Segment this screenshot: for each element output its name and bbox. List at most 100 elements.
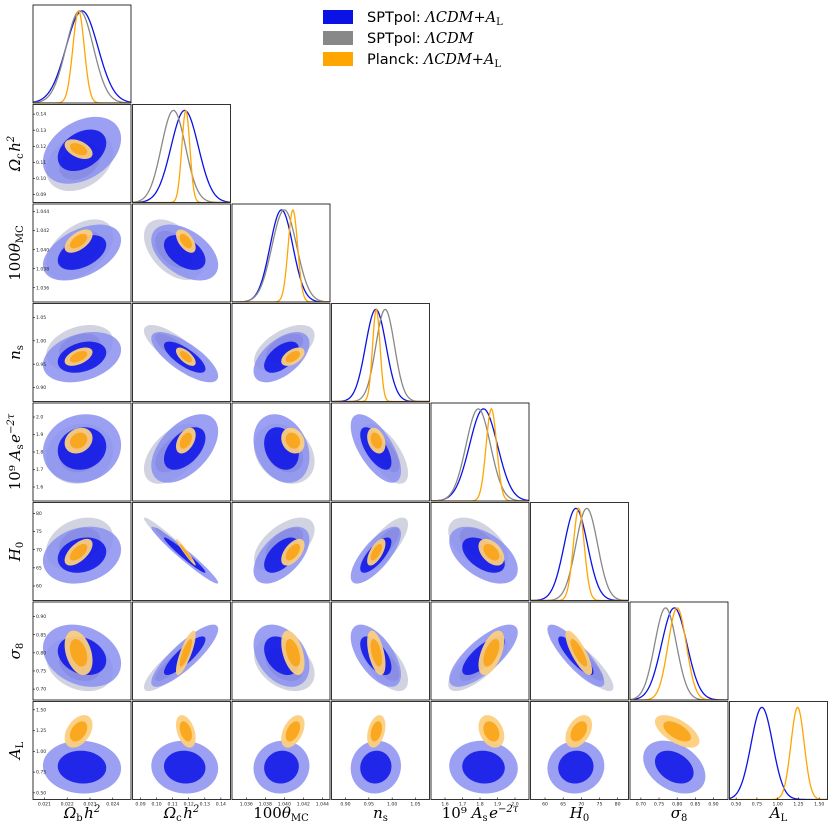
axis-label-s8: σ8 bbox=[6, 643, 26, 660]
xtick-label: 1.042 bbox=[297, 802, 310, 808]
panel-frame bbox=[132, 502, 231, 601]
panel-frame bbox=[629, 701, 729, 800]
xtick-label: 0.50 bbox=[731, 802, 741, 808]
panel-omb-ns: 0.90 0.95 1.00 1.05 bbox=[32, 303, 132, 402]
ytick-label: 0.75 bbox=[36, 770, 46, 776]
contour-1sigma-orange-theta-ns bbox=[285, 351, 301, 363]
pdf-orange-as bbox=[431, 407, 529, 501]
contour-1sigma-blue-as-al bbox=[462, 750, 505, 784]
xtick-label: 0.90 bbox=[340, 802, 350, 808]
panel-omc-omc bbox=[132, 104, 231, 203]
xtick-label: 60 bbox=[542, 802, 548, 808]
ytick-label: 1.50 bbox=[36, 707, 46, 713]
ytick-label: 1.7 bbox=[36, 467, 43, 473]
panel-h0-s8 bbox=[530, 601, 629, 701]
panel-frame bbox=[430, 502, 530, 601]
pdf-blue-s8 bbox=[630, 607, 728, 700]
contour-1sigma-orange-omc-as bbox=[179, 432, 192, 449]
xtick-label: 0.90 bbox=[708, 802, 718, 808]
axis-label-h0: H0 bbox=[569, 804, 589, 824]
panel-omc-ns bbox=[132, 303, 231, 402]
xtick-label: 0.85 bbox=[690, 802, 700, 808]
panel-as-al: 1.6 1.7 1.8 1.9 2.0 bbox=[430, 701, 530, 808]
ytick-label: 1.040 bbox=[36, 247, 49, 253]
contour-1sigma-orange-s8-al bbox=[663, 721, 691, 742]
panel-frame bbox=[331, 701, 430, 800]
panel-frame bbox=[530, 502, 629, 601]
panel-frame bbox=[32, 701, 132, 800]
xtick-label: 0.022 bbox=[61, 802, 74, 808]
panel-frame bbox=[231, 502, 331, 601]
axis-label-omc: Ωc h2 bbox=[163, 804, 200, 824]
xtick-label: 1.038 bbox=[259, 802, 272, 808]
panel-frame bbox=[32, 303, 132, 402]
pdf-orange-omb bbox=[33, 9, 131, 103]
panel-omb-s8: 0.70 0.75 0.80 0.85 0.90 bbox=[32, 601, 132, 701]
panel-frame bbox=[629, 601, 729, 701]
panel-frame bbox=[32, 203, 132, 303]
pdf-gray-h0 bbox=[530, 507, 629, 601]
pdf-orange-theta bbox=[232, 209, 330, 302]
ytick-label: 0.12 bbox=[36, 144, 46, 150]
xtick-label: 0.80 bbox=[672, 802, 682, 808]
contour-1sigma-orange-as-h0 bbox=[483, 543, 500, 561]
axis-label-ns: ns bbox=[373, 804, 388, 824]
axis-label-theta: 100θMC bbox=[6, 225, 26, 281]
ytick-label: 1.00 bbox=[36, 338, 46, 344]
panel-s8-al: 0.70 0.75 0.80 0.85 0.90 bbox=[629, 701, 729, 808]
panel-omc-h0 bbox=[132, 502, 231, 601]
panel-frame bbox=[430, 402, 530, 502]
xtick-label: 1.040 bbox=[278, 802, 291, 808]
panel-frame bbox=[132, 104, 231, 203]
axis-label-omc: Ωc h2 bbox=[6, 136, 26, 173]
panel-theta-ns bbox=[231, 303, 331, 402]
ytick-label: 1.042 bbox=[36, 228, 49, 234]
contour-1sigma-orange-theta-h0 bbox=[285, 543, 301, 561]
xtick-label: 1.50 bbox=[814, 802, 824, 808]
panel-theta-al: 1.036 1.038 1.040 1.042 1.044 bbox=[231, 701, 331, 808]
xtick-label: 2.0 bbox=[511, 802, 518, 808]
contour-1sigma-orange-omb-theta bbox=[69, 233, 88, 249]
ytick-label: 1.6 bbox=[36, 485, 43, 491]
pdf-gray-omb bbox=[33, 10, 131, 103]
xtick-label: 1.036 bbox=[240, 802, 253, 808]
panel-ns-s8 bbox=[331, 601, 430, 701]
panel-omc-s8 bbox=[132, 601, 231, 701]
panel-frame bbox=[530, 701, 629, 800]
panel-frame bbox=[132, 601, 231, 701]
xtick-label: 0.75 bbox=[654, 802, 664, 808]
contour-1sigma-orange-omc-s8 bbox=[179, 639, 192, 667]
ytick-label: 1.8 bbox=[36, 450, 43, 456]
panel-omb-as: 1.6 1.7 1.8 1.9 2.0 bbox=[32, 402, 132, 502]
xtick-label: 0.75 bbox=[752, 802, 762, 808]
panel-h0-h0 bbox=[530, 502, 629, 601]
pdf-gray-theta bbox=[232, 209, 330, 302]
axis-label-omb: Ωb h2 bbox=[63, 804, 100, 824]
ytick-label: 0.13 bbox=[36, 128, 46, 134]
ytick-label: 2.0 bbox=[36, 415, 43, 421]
ytick-label: 0.85 bbox=[36, 632, 46, 638]
legend-entry: SPTpol: ΛCDM bbox=[367, 31, 475, 47]
panel-frame bbox=[231, 701, 331, 800]
panel-frame bbox=[729, 701, 828, 800]
contour-1sigma-orange-ns-h0 bbox=[370, 543, 382, 561]
pdf-blue-theta bbox=[232, 209, 330, 302]
xtick-label: 0.13 bbox=[200, 802, 210, 808]
ytick-label: 75 bbox=[36, 529, 42, 535]
ytick-label: 1.05 bbox=[36, 315, 46, 321]
panel-theta-as bbox=[231, 402, 331, 502]
contour-1sigma-orange-ns-as bbox=[370, 432, 382, 449]
contour-1sigma-blue-omc-theta bbox=[163, 235, 206, 270]
panel-omb-theta: 1.036 1.038 1.040 1.042 1.044 bbox=[32, 203, 132, 303]
contour-1sigma-orange-ns-s8 bbox=[370, 639, 382, 667]
legend-swatch bbox=[323, 52, 353, 66]
xtick-label: 0.11 bbox=[168, 802, 178, 808]
panel-theta-theta bbox=[231, 203, 331, 303]
panel-frame bbox=[132, 203, 231, 303]
contour-1sigma-orange-omb-as bbox=[69, 432, 88, 449]
panel-frame bbox=[331, 402, 430, 502]
xtick-label: 1.05 bbox=[410, 802, 420, 808]
xtick-label: 0.021 bbox=[38, 802, 51, 808]
panel-frame bbox=[530, 601, 629, 701]
